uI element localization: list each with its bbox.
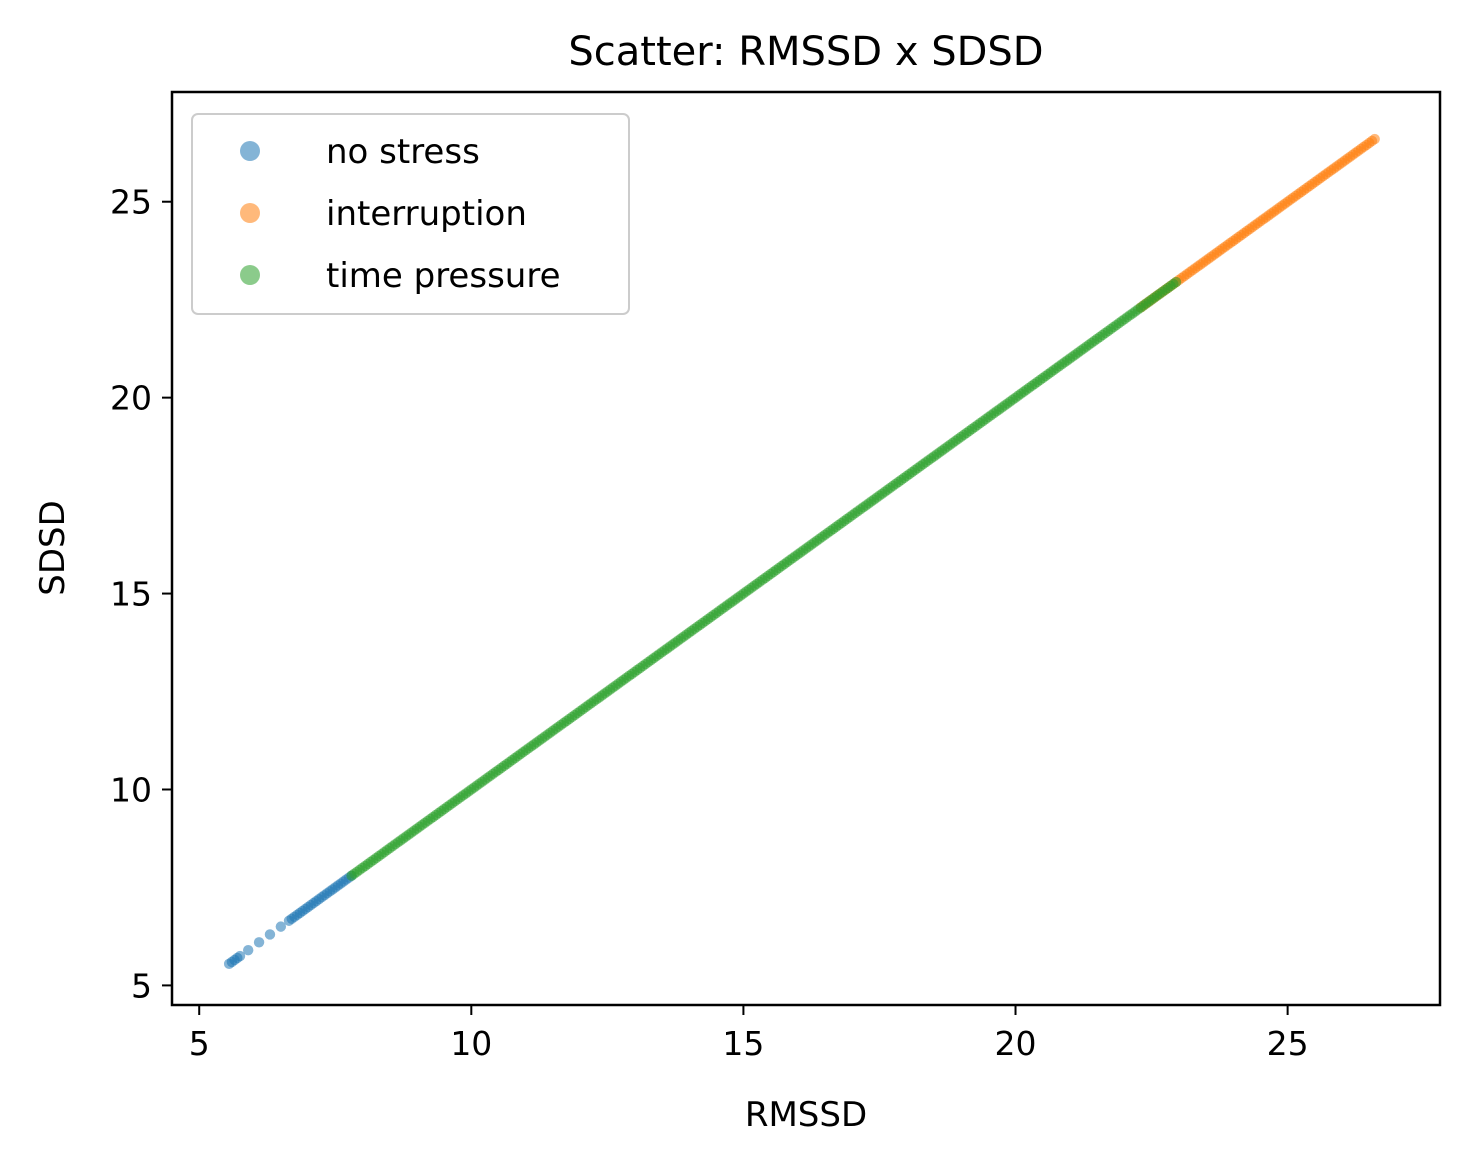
data-point	[242, 944, 254, 956]
legend-marker-interruption	[240, 203, 260, 223]
y-tick-label: 25	[110, 183, 152, 222]
y-tick-label: 10	[110, 770, 152, 809]
legend-label-time-pressure: time pressure	[326, 256, 560, 296]
y-axis-label: SDSD	[33, 500, 73, 596]
series-time-pressure	[346, 276, 1182, 881]
x-axis-label: RMSSD	[745, 1095, 867, 1135]
data-point	[1170, 276, 1182, 288]
y-tick-label: 20	[110, 379, 152, 418]
x-tick-label: 15	[722, 1024, 764, 1063]
data-point	[234, 950, 246, 962]
legend: no stress interruption time pressure	[191, 113, 630, 315]
plot-frame	[170, 90, 1442, 1007]
x-tick-label: 10	[450, 1024, 492, 1063]
legend-marker-no-stress	[240, 141, 260, 161]
legend-box	[191, 113, 630, 315]
y-tick-label: 15	[110, 575, 152, 614]
plot-points	[223, 133, 1380, 970]
y-tick-label: 5	[131, 966, 152, 1005]
x-tick-label: 20	[995, 1024, 1037, 1063]
legend-marker-time-pressure	[240, 265, 260, 285]
data-point	[1369, 133, 1380, 145]
legend-label-interruption: interruption	[326, 194, 527, 234]
x-tick-label: 25	[1267, 1024, 1309, 1063]
chart-title: Scatter: RMSSD x SDSD	[568, 29, 1043, 75]
x-axis-ticks: 5 10 15 20 25	[189, 1005, 1309, 1063]
series-no-stress	[223, 870, 357, 970]
data-point	[275, 921, 287, 932]
data-point	[264, 929, 276, 940]
x-tick-label: 5	[189, 1024, 210, 1063]
data-point	[253, 937, 265, 948]
y-axis-ticks: 5 10 15 20 25	[110, 183, 172, 1005]
legend-label-no-stress: no stress	[326, 132, 480, 172]
